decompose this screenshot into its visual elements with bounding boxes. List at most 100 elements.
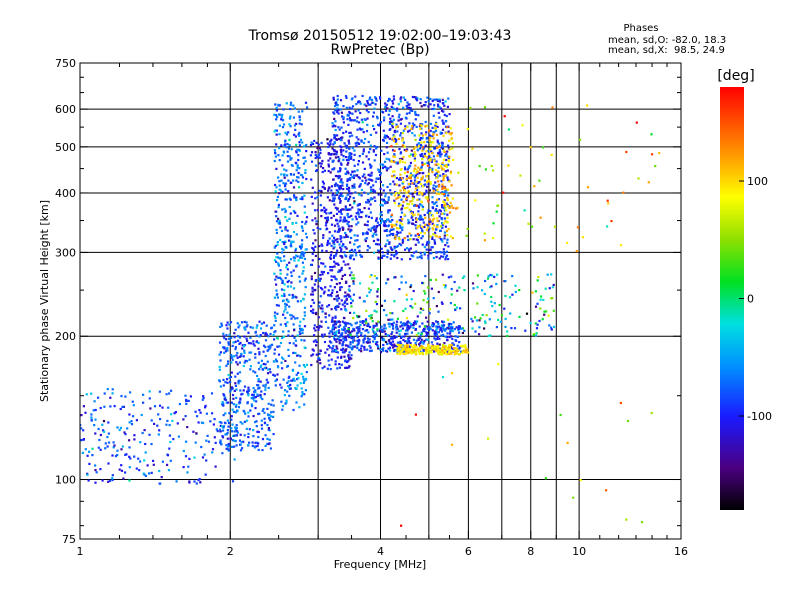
data-point [396, 162, 399, 165]
data-point [327, 187, 330, 190]
data-point [471, 320, 474, 323]
data-point [436, 174, 439, 177]
data-point [303, 293, 306, 296]
data-point [448, 322, 451, 325]
data-point [345, 235, 348, 238]
data-point [249, 342, 252, 345]
data-point [302, 378, 305, 381]
data-point [450, 204, 453, 207]
data-point [408, 165, 411, 168]
data-point [463, 275, 466, 278]
data-point [243, 335, 246, 338]
cluster-f-layer-x [390, 122, 455, 241]
data-point [291, 222, 294, 225]
data-point [419, 350, 422, 353]
data-point [421, 146, 424, 149]
data-point [450, 132, 453, 135]
data-point [305, 371, 308, 374]
data-point [385, 314, 388, 317]
data-point [326, 216, 329, 219]
data-point [332, 149, 336, 152]
data-point [429, 308, 432, 311]
data-point [415, 168, 418, 171]
data-point [223, 394, 226, 397]
data-point [355, 103, 358, 106]
data-point [419, 101, 422, 105]
data-point [399, 151, 403, 154]
data-point [366, 183, 369, 186]
data-point [346, 170, 349, 173]
data-point [441, 345, 445, 349]
data-point [519, 174, 522, 177]
data-point [383, 324, 386, 327]
data-point [283, 394, 286, 397]
data-point [444, 154, 447, 157]
data-point [302, 266, 305, 269]
data-point [310, 354, 313, 357]
data-point [358, 215, 361, 218]
data-point [425, 150, 428, 153]
data-point [220, 403, 224, 406]
data-point [451, 147, 454, 150]
data-point [412, 238, 415, 241]
data-point [395, 331, 398, 334]
data-point [372, 324, 375, 327]
data-point [417, 114, 420, 117]
data-point [375, 233, 378, 236]
data-point [532, 333, 535, 336]
data-point [425, 248, 428, 251]
data-point [345, 339, 348, 342]
data-point [375, 226, 378, 229]
data-point [456, 206, 459, 209]
data-point [527, 222, 530, 225]
data-point [128, 439, 131, 442]
data-point [412, 147, 416, 150]
data-point [323, 340, 327, 344]
data-point [372, 150, 375, 153]
data-point [397, 236, 400, 240]
data-point [450, 137, 453, 140]
data-point [440, 350, 443, 353]
data-point [237, 335, 240, 338]
data-point [398, 195, 402, 198]
data-point [435, 305, 438, 308]
data-point [375, 147, 378, 150]
data-point [434, 348, 438, 351]
data-point [289, 258, 293, 261]
data-point [432, 224, 436, 227]
data-point [415, 339, 418, 342]
data-point [98, 438, 101, 442]
data-point [281, 405, 285, 408]
data-point [421, 149, 424, 152]
data-point [278, 192, 281, 195]
data-point [463, 329, 466, 332]
data-point [257, 442, 260, 445]
data-point [447, 276, 450, 279]
data-point [116, 453, 119, 457]
data-point [185, 402, 188, 405]
data-point [92, 409, 95, 412]
data-point [314, 313, 318, 316]
data-point [433, 239, 436, 242]
data-point [435, 255, 438, 259]
data-point [279, 272, 282, 275]
data-point [381, 166, 385, 170]
data-point [379, 213, 382, 216]
data-point [443, 113, 446, 117]
data-point [342, 121, 345, 124]
data-point [334, 262, 337, 265]
data-point [169, 440, 172, 444]
data-point [132, 415, 135, 418]
data-point [320, 286, 323, 290]
data-point [441, 206, 444, 209]
data-point [382, 129, 385, 132]
data-point [363, 167, 366, 170]
data-point [294, 295, 297, 298]
data-point [423, 225, 426, 229]
data-point [400, 344, 403, 347]
data-point [387, 198, 390, 201]
data-point [418, 138, 422, 141]
data-point [383, 116, 386, 119]
